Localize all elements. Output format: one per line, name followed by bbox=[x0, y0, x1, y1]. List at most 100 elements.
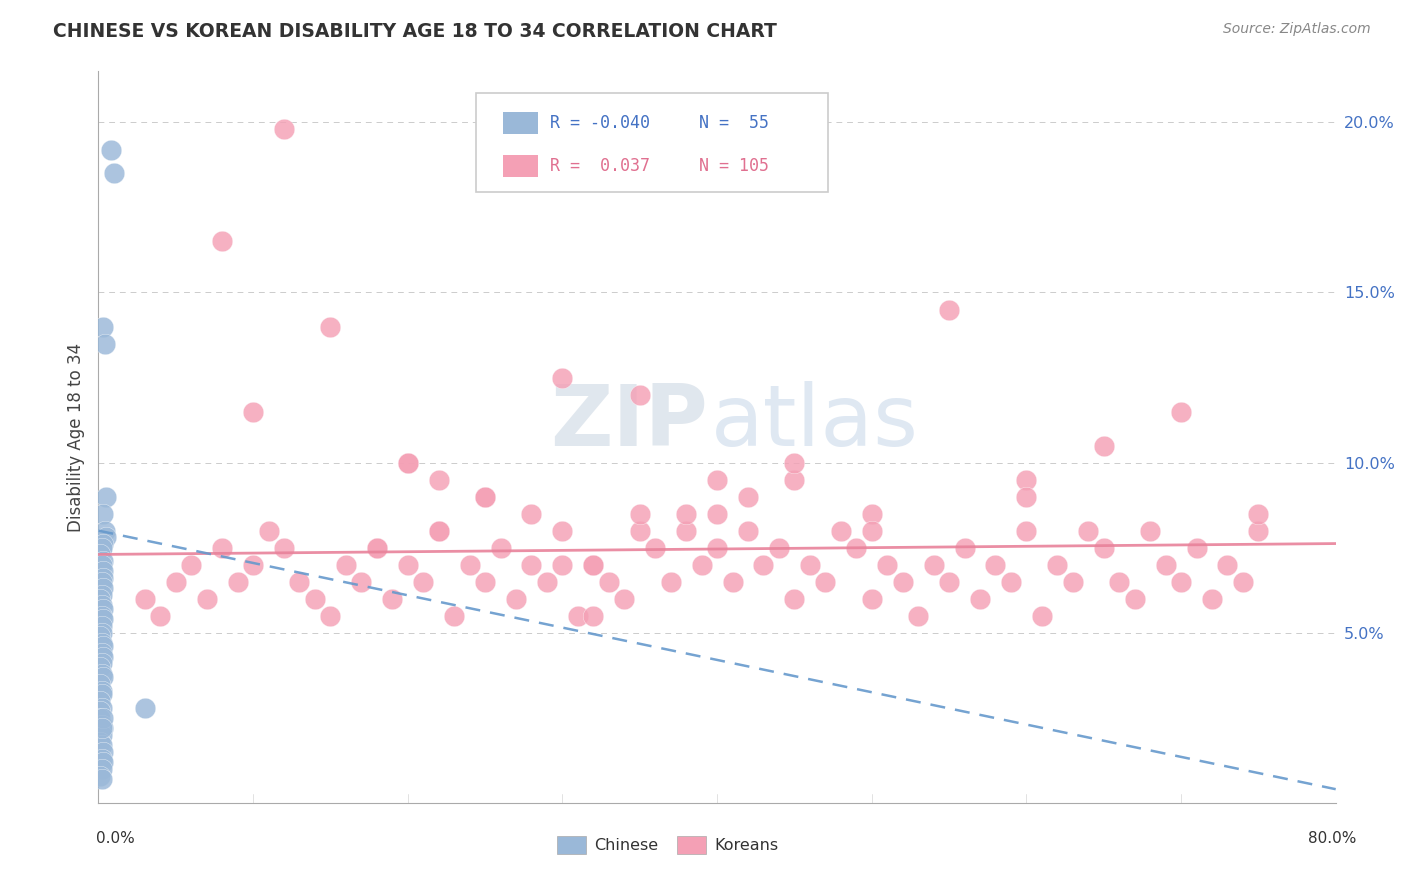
Point bbox=[90, 636, 112, 650]
Point bbox=[91, 319, 114, 334]
Point bbox=[90, 541, 112, 555]
Point bbox=[1092, 541, 1115, 555]
Point bbox=[752, 558, 775, 572]
Point bbox=[737, 524, 759, 538]
Point bbox=[551, 558, 574, 572]
Point bbox=[91, 640, 114, 654]
Point bbox=[860, 591, 883, 606]
Point bbox=[366, 541, 388, 555]
Point bbox=[90, 588, 112, 602]
Text: atlas: atlas bbox=[711, 381, 920, 464]
Point bbox=[90, 728, 112, 742]
Point bbox=[91, 755, 114, 769]
Point bbox=[768, 541, 790, 555]
Point bbox=[628, 387, 651, 401]
Point bbox=[830, 524, 852, 538]
Point bbox=[891, 574, 914, 589]
Point bbox=[412, 574, 434, 589]
Point bbox=[1015, 473, 1038, 487]
Point bbox=[288, 574, 311, 589]
Point bbox=[226, 574, 249, 589]
Point bbox=[89, 734, 111, 748]
Point bbox=[91, 745, 114, 759]
Point bbox=[675, 507, 697, 521]
Point bbox=[706, 507, 728, 521]
Point bbox=[582, 558, 605, 572]
Point bbox=[93, 336, 115, 351]
Point bbox=[953, 541, 976, 555]
Point bbox=[90, 700, 112, 714]
Point bbox=[1185, 541, 1208, 555]
Point bbox=[180, 558, 202, 572]
Point bbox=[628, 507, 651, 521]
Point bbox=[536, 574, 558, 589]
Point bbox=[474, 490, 496, 504]
Point bbox=[814, 574, 837, 589]
Point bbox=[273, 541, 295, 555]
Y-axis label: Disability Age 18 to 34: Disability Age 18 to 34 bbox=[66, 343, 84, 532]
Point bbox=[984, 558, 1007, 572]
Point bbox=[273, 122, 295, 136]
Point bbox=[706, 541, 728, 555]
Point bbox=[783, 456, 806, 470]
Point bbox=[90, 721, 112, 735]
Point bbox=[1015, 524, 1038, 538]
Point bbox=[91, 537, 114, 551]
Point bbox=[474, 574, 496, 589]
Point bbox=[907, 608, 929, 623]
Point bbox=[644, 541, 666, 555]
Point bbox=[90, 683, 112, 698]
Point bbox=[1216, 558, 1239, 572]
Point bbox=[91, 721, 114, 735]
Point bbox=[1154, 558, 1177, 572]
Point bbox=[876, 558, 898, 572]
Point bbox=[505, 591, 527, 606]
Point bbox=[90, 625, 112, 640]
Point bbox=[1108, 574, 1130, 589]
Text: ZIP: ZIP bbox=[550, 381, 707, 464]
Text: N = 105: N = 105 bbox=[699, 158, 769, 176]
Point bbox=[90, 574, 112, 589]
Point bbox=[551, 370, 574, 384]
Point bbox=[845, 541, 868, 555]
Point bbox=[1046, 558, 1069, 572]
Point bbox=[381, 591, 404, 606]
Point bbox=[91, 649, 114, 664]
Point bbox=[211, 235, 233, 249]
Point bbox=[1170, 574, 1192, 589]
Text: 0.0%: 0.0% bbox=[96, 831, 135, 846]
Point bbox=[1123, 591, 1146, 606]
Point bbox=[90, 599, 112, 613]
Point bbox=[89, 694, 111, 708]
Text: Source: ZipAtlas.com: Source: ZipAtlas.com bbox=[1223, 22, 1371, 37]
Point bbox=[91, 602, 114, 616]
Point bbox=[90, 558, 112, 572]
Point bbox=[89, 591, 111, 606]
Point bbox=[90, 646, 112, 660]
Point bbox=[366, 541, 388, 555]
Point bbox=[149, 608, 172, 623]
Point bbox=[89, 548, 111, 562]
Point bbox=[551, 524, 574, 538]
Point bbox=[257, 524, 280, 538]
Point bbox=[90, 619, 112, 633]
Point bbox=[783, 473, 806, 487]
Point bbox=[1201, 591, 1223, 606]
Point bbox=[1232, 574, 1254, 589]
Point bbox=[350, 574, 373, 589]
Point bbox=[1247, 507, 1270, 521]
Legend: Chinese, Koreans: Chinese, Koreans bbox=[551, 830, 785, 861]
Point bbox=[165, 574, 187, 589]
Point bbox=[195, 591, 218, 606]
Point bbox=[860, 507, 883, 521]
Point bbox=[1031, 608, 1053, 623]
Point bbox=[427, 473, 450, 487]
Point bbox=[396, 456, 419, 470]
Point bbox=[90, 762, 112, 776]
Point bbox=[396, 456, 419, 470]
FancyBboxPatch shape bbox=[475, 94, 828, 192]
Point bbox=[93, 524, 115, 538]
Point bbox=[89, 711, 111, 725]
Point bbox=[1062, 574, 1084, 589]
Point bbox=[90, 751, 112, 765]
